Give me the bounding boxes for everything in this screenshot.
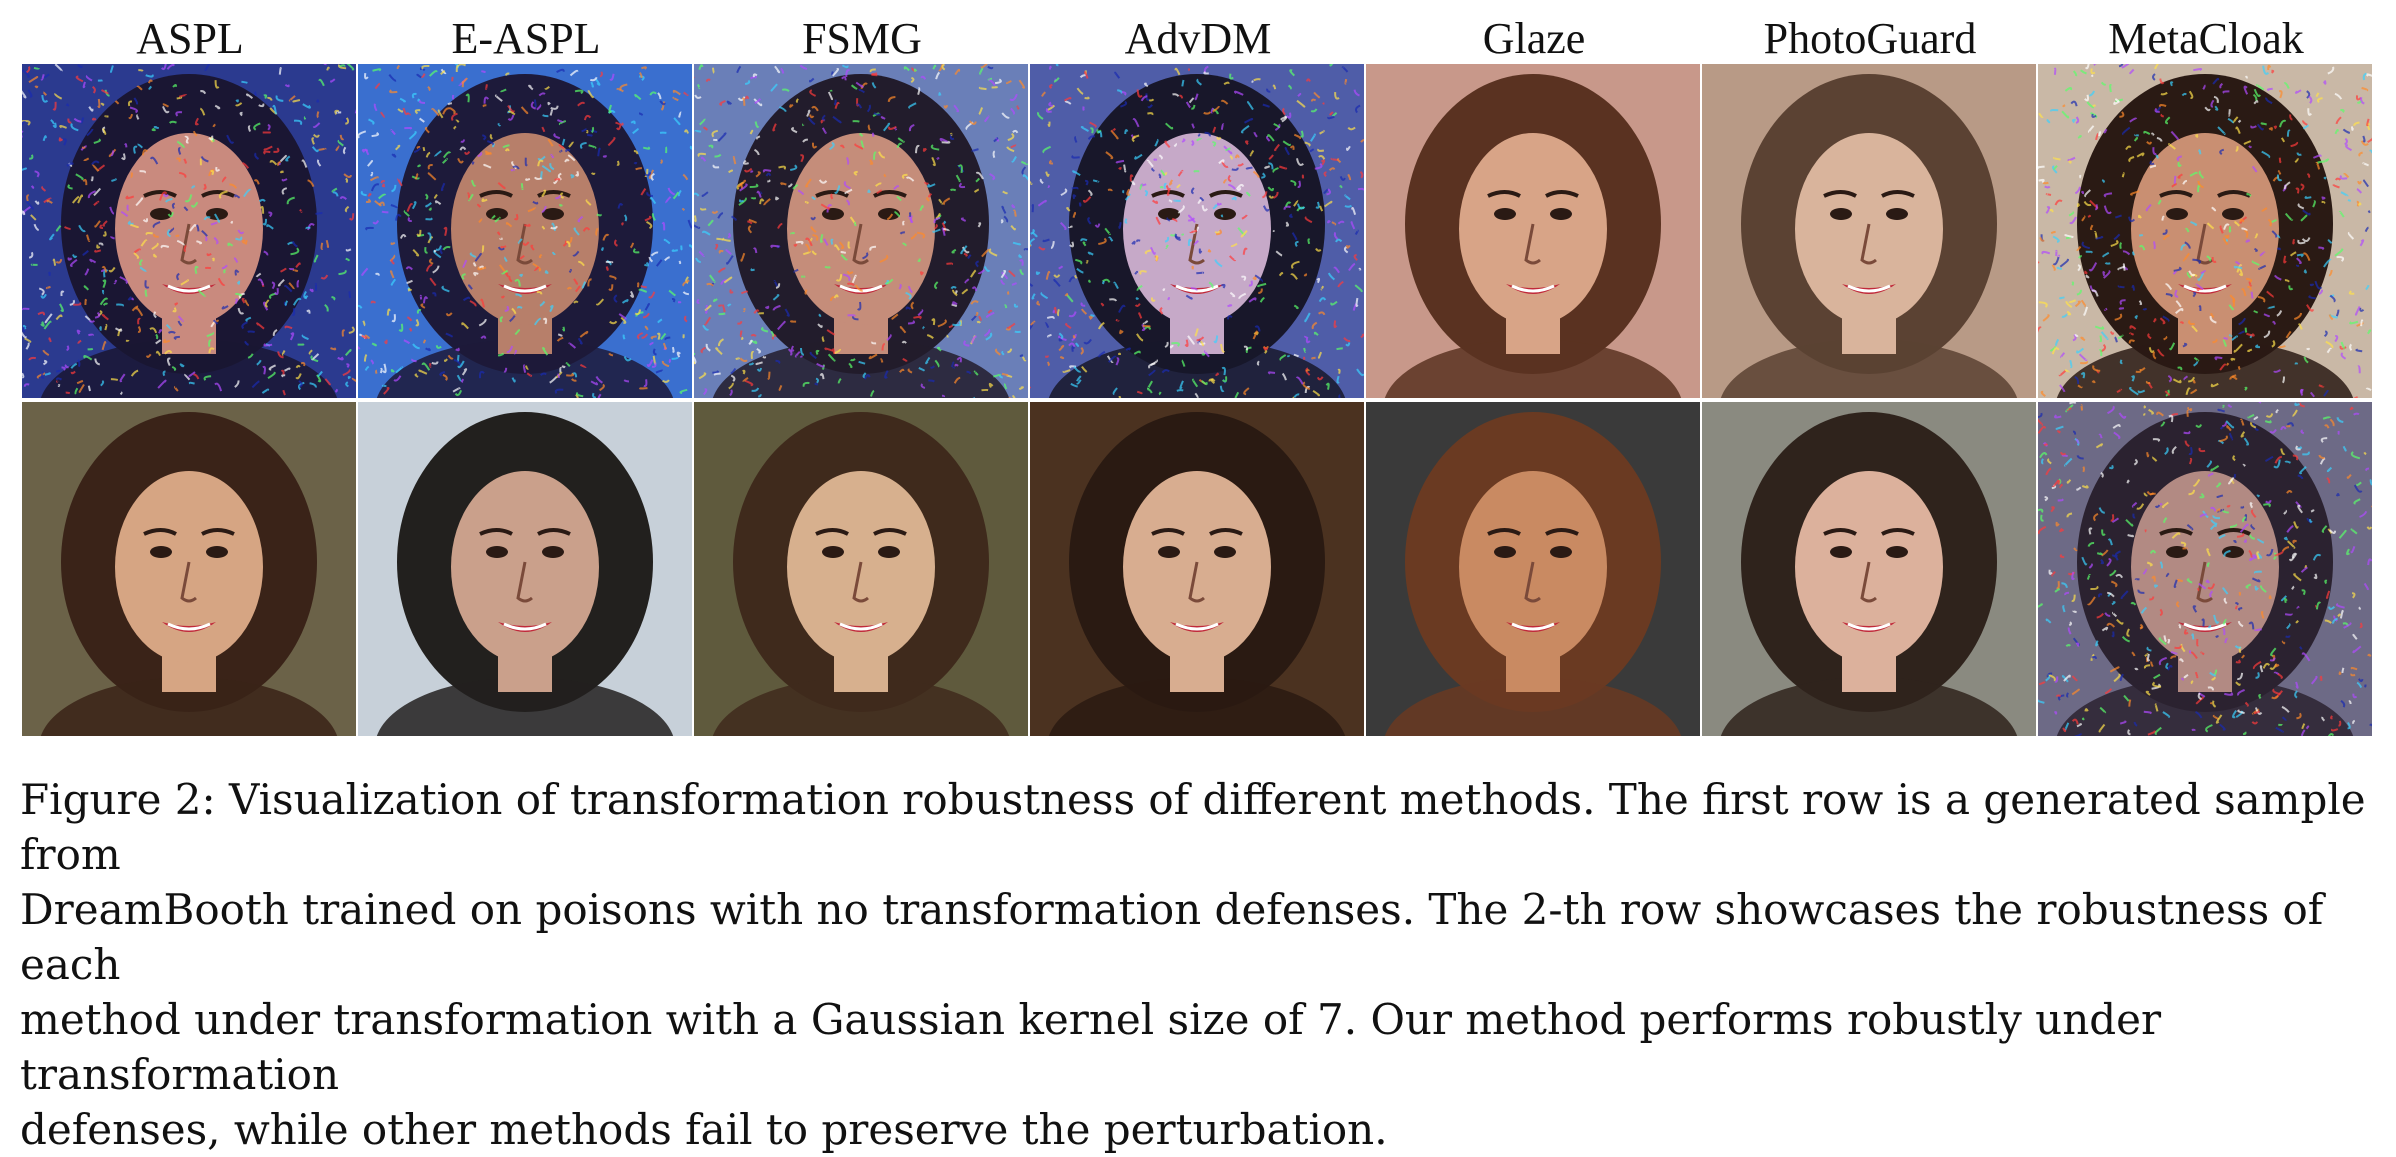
- face-image: [1702, 64, 2036, 398]
- column-header-glaze: Glaze: [1482, 14, 1586, 63]
- face-image-tile: [358, 402, 692, 736]
- caption-line: Figure 2: Visualization of transformatio…: [20, 775, 2366, 879]
- face-image-tile: [358, 64, 692, 398]
- face-image: [2038, 402, 2372, 736]
- face-image: [358, 402, 692, 736]
- face-image: [2038, 64, 2372, 398]
- figure-caption: Figure 2: Visualization of transformatio…: [20, 772, 2380, 1157]
- caption-line: method under transformation with a Gauss…: [20, 995, 2162, 1099]
- face-image: [1366, 402, 1700, 736]
- face-image: [694, 64, 1028, 398]
- face-image: [694, 402, 1028, 736]
- face-image-tile: [22, 402, 356, 736]
- column-header-fsmg: FSMG: [802, 14, 922, 63]
- face-image-tile: [2038, 64, 2372, 398]
- face-image-tile: [1702, 64, 2036, 398]
- face-image: [22, 402, 356, 736]
- face-image-tile: [1366, 64, 1700, 398]
- face-image-tile: [22, 64, 356, 398]
- column-header-metacloak: MetaCloak: [2108, 14, 2304, 63]
- column-header-photoguard: PhotoGuard: [1763, 14, 1977, 63]
- face-image: [22, 64, 356, 398]
- face-image-tile: [1702, 402, 2036, 736]
- column-headers: ASPL E-ASPL FSMG AdvDM Glaze PhotoGuard …: [22, 14, 2374, 64]
- face-image: [358, 64, 692, 398]
- face-image-tile: [1030, 402, 1364, 736]
- face-image-tile: [694, 64, 1028, 398]
- face-image-tile: [1366, 402, 1700, 736]
- column-header-aspl: ASPL: [136, 14, 244, 63]
- column-header-advdm: AdvDM: [1124, 14, 1272, 63]
- column-header-e-aspl: E-ASPL: [451, 14, 601, 63]
- face-image: [1030, 402, 1364, 736]
- face-image: [1366, 64, 1700, 398]
- face-image: [1702, 402, 2036, 736]
- caption-line: defenses, while other methods fail to pr…: [20, 1105, 1388, 1154]
- face-image: [1030, 64, 1364, 398]
- caption-line: DreamBooth trained on poisons with no tr…: [20, 885, 2324, 989]
- face-image-tile: [694, 402, 1028, 736]
- face-image-tile: [1030, 64, 1364, 398]
- face-image-tile: [2038, 402, 2372, 736]
